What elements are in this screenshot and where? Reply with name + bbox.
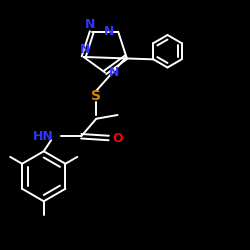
Text: HN: HN: [33, 130, 54, 143]
Text: N: N: [109, 66, 119, 79]
Text: S: S: [91, 89, 101, 103]
Text: O: O: [112, 132, 123, 144]
Text: N: N: [104, 25, 115, 38]
Text: N: N: [80, 43, 90, 56]
Text: N: N: [85, 18, 96, 30]
